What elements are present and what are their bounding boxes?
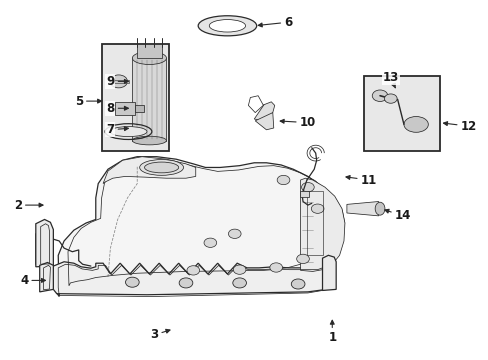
Polygon shape [132, 58, 166, 140]
Polygon shape [300, 178, 344, 271]
Text: 8: 8 [106, 102, 128, 115]
Polygon shape [346, 202, 380, 216]
Text: 1: 1 [327, 320, 336, 344]
Text: 6: 6 [258, 16, 292, 29]
Ellipse shape [140, 159, 183, 175]
Ellipse shape [186, 266, 199, 275]
Text: 2: 2 [14, 199, 43, 212]
Polygon shape [103, 157, 195, 184]
Ellipse shape [125, 277, 139, 287]
Text: 11: 11 [346, 174, 376, 186]
Bar [363, 76, 439, 151]
Ellipse shape [403, 117, 427, 132]
Ellipse shape [291, 279, 305, 289]
Text: 7: 7 [106, 123, 128, 136]
Ellipse shape [384, 94, 396, 103]
Polygon shape [40, 262, 53, 292]
Polygon shape [57, 157, 344, 297]
Polygon shape [53, 257, 327, 295]
Ellipse shape [233, 265, 245, 274]
Ellipse shape [371, 90, 387, 102]
Ellipse shape [198, 16, 256, 36]
Ellipse shape [311, 204, 324, 213]
Polygon shape [137, 44, 161, 58]
Text: 9: 9 [106, 75, 128, 88]
Polygon shape [254, 102, 274, 121]
Ellipse shape [132, 51, 166, 64]
Ellipse shape [110, 75, 127, 88]
Ellipse shape [301, 183, 314, 192]
Polygon shape [36, 220, 53, 267]
Text: 4: 4 [20, 274, 45, 287]
Ellipse shape [179, 278, 192, 288]
Ellipse shape [228, 229, 241, 238]
Polygon shape [299, 192, 309, 197]
Ellipse shape [209, 19, 245, 32]
Polygon shape [115, 102, 135, 115]
Ellipse shape [110, 127, 147, 136]
Ellipse shape [132, 136, 166, 145]
Polygon shape [255, 113, 273, 130]
Ellipse shape [203, 238, 216, 247]
Ellipse shape [269, 263, 282, 272]
Polygon shape [135, 105, 143, 112]
Text: 13: 13 [382, 71, 398, 88]
Polygon shape [322, 255, 335, 291]
Ellipse shape [232, 278, 246, 288]
Ellipse shape [277, 175, 289, 185]
Text: 14: 14 [384, 209, 410, 222]
Text: 3: 3 [150, 328, 170, 341]
Polygon shape [114, 80, 129, 83]
Text: 5: 5 [75, 95, 102, 108]
Text: 12: 12 [443, 120, 476, 133]
Ellipse shape [144, 162, 178, 173]
Bar [102, 44, 168, 151]
Ellipse shape [374, 202, 384, 215]
Ellipse shape [296, 254, 309, 264]
Text: 10: 10 [280, 116, 315, 129]
